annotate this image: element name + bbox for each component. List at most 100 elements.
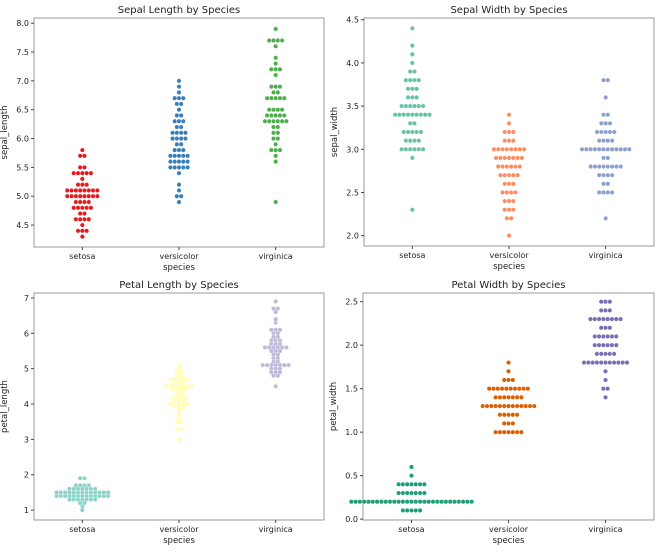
data-point-versicolor	[501, 377, 507, 383]
data-point-setosa	[409, 464, 414, 470]
data-point-setosa	[84, 170, 89, 176]
data-point-versicolor	[499, 386, 505, 392]
data-point-virginica	[614, 164, 619, 169]
x-axis-label: species	[163, 263, 195, 273]
data-point-setosa	[82, 188, 87, 193]
data-point-versicolor	[180, 118, 186, 124]
data-point-versicolor	[185, 153, 190, 159]
data-point-virginica	[603, 121, 609, 126]
data-point-versicolor	[506, 403, 511, 409]
data-point-versicolor	[174, 391, 180, 396]
data-point-versicolor	[498, 155, 503, 161]
x-tick-label: versicolor	[159, 252, 199, 261]
data-point-virginica	[600, 342, 606, 348]
y-tick-label: 1.0	[345, 428, 358, 437]
data-point-virginica	[601, 172, 606, 178]
data-point-versicolor	[515, 172, 520, 178]
data-point-setosa	[409, 60, 415, 66]
data-point-virginica	[605, 77, 611, 83]
data-point-setosa	[77, 188, 83, 193]
data-point-setosa	[90, 193, 96, 199]
data-point-versicolor	[510, 403, 516, 409]
x-tick-label: virginica	[259, 252, 293, 261]
subplot-2: Sepal Width by Species 2.0 2.5 3.0 3.5 4.0 4.5…	[330, 5, 655, 272]
data-point-setosa	[404, 490, 410, 496]
data-point-setosa	[418, 129, 424, 135]
data-point-virginica	[583, 146, 589, 152]
data-point-setosa	[64, 193, 70, 199]
x-axis-label: species	[493, 536, 525, 546]
data-point-virginica	[262, 118, 268, 124]
data-point-setosa	[409, 490, 414, 496]
data-point-versicolor	[176, 95, 182, 101]
data-point-versicolor	[180, 153, 186, 159]
data-point-virginica	[598, 299, 604, 305]
data-point-versicolor	[506, 207, 512, 213]
data-point-setosa	[403, 103, 409, 109]
data-point-versicolor	[183, 387, 188, 393]
data-point-versicolor	[508, 190, 514, 195]
data-point-virginica	[603, 351, 608, 357]
y-tick-label: 6.5	[16, 106, 29, 115]
data-point-virginica	[273, 66, 279, 72]
data-point-setosa	[77, 475, 83, 481]
data-point-virginica	[264, 95, 270, 101]
data-point-virginica	[596, 146, 602, 152]
data-point-virginica	[605, 155, 611, 161]
data-point-setosa	[391, 499, 397, 505]
data-point-versicolor	[510, 138, 516, 143]
data-point-setosa	[399, 103, 404, 109]
data-point-versicolor	[178, 101, 184, 107]
y-tick-label: 8.0	[16, 19, 29, 28]
data-point-virginica	[273, 309, 279, 315]
data-point-virginica	[264, 113, 270, 118]
data-point-virginica	[607, 308, 613, 313]
data-point-versicolor	[174, 101, 180, 107]
data-point-setosa	[416, 77, 422, 83]
data-point-virginica	[269, 327, 274, 333]
data-point-versicolor	[513, 190, 518, 195]
data-point-versicolor	[176, 412, 182, 417]
data-point-setosa	[79, 182, 85, 188]
data-point-virginica	[596, 172, 602, 178]
data-point-setosa	[82, 165, 87, 170]
data-point-versicolor	[174, 130, 180, 136]
data-point-virginica	[273, 383, 279, 389]
data-point-setosa	[75, 170, 81, 176]
data-point-setosa	[447, 499, 453, 505]
y-axis-label: sepal_length	[0, 106, 10, 160]
data-point-setosa	[82, 193, 87, 199]
data-point-setosa	[403, 138, 409, 143]
data-point-versicolor	[170, 130, 175, 136]
data-point-setosa	[409, 499, 414, 505]
data-point-versicolor	[514, 429, 520, 435]
data-point-setosa	[400, 481, 406, 487]
data-point-virginica	[592, 146, 598, 152]
data-point-virginica	[286, 362, 291, 368]
data-point-virginica	[609, 138, 615, 143]
data-point-setosa	[357, 499, 363, 505]
data-point-virginica	[605, 386, 611, 392]
data-point-versicolor	[178, 193, 184, 199]
data-point-versicolor	[508, 386, 513, 392]
data-point-setosa	[387, 499, 393, 505]
data-point-versicolor	[527, 403, 533, 409]
data-point-setosa	[73, 199, 79, 205]
data-point-setosa	[469, 499, 475, 505]
chart-title: Petal Length by Species	[119, 280, 238, 291]
data-point-virginica	[626, 146, 632, 152]
data-point-versicolor	[506, 172, 512, 178]
data-point-versicolor	[178, 419, 184, 425]
data-point-versicolor	[497, 403, 503, 409]
data-point-virginica	[275, 136, 281, 141]
data-point-versicolor	[500, 164, 505, 169]
data-point-virginica	[277, 147, 283, 153]
data-point-virginica	[269, 84, 274, 89]
y-tick-label: 4.0	[346, 59, 359, 68]
data-point-virginica	[588, 164, 593, 169]
data-point-virginica	[614, 146, 619, 152]
chart-title: Sepal Width by Species	[450, 5, 567, 16]
data-point-virginica	[592, 342, 598, 348]
data-point-setosa	[64, 188, 70, 193]
